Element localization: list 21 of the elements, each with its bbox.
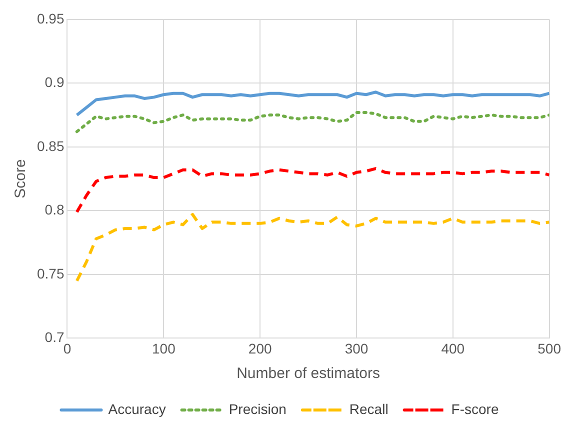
y-axis-title: Score — [12, 159, 30, 198]
legend-label: Recall — [349, 400, 388, 417]
legend-label: Precision — [228, 400, 286, 417]
line-series — [75, 110, 550, 134]
x-tick-label: 400 — [441, 340, 465, 356]
y-tick-label: 0.75 — [37, 265, 64, 282]
y-tick-label: 0.7 — [44, 329, 64, 346]
y-tick-label: 0.85 — [37, 138, 64, 154]
legend-label: F-score — [451, 400, 499, 417]
x-tick-label: 100 — [152, 340, 176, 356]
y-tick-label: 0.9 — [44, 74, 64, 90]
line-series — [75, 167, 550, 214]
legend-label: Accuracy — [108, 400, 166, 417]
y-tick-label: 0.95 — [37, 10, 64, 26]
y-tick-label: 0.8 — [44, 202, 64, 218]
x-axis-title: Number of estimators — [236, 365, 380, 382]
x-tick-label: 200 — [248, 340, 272, 356]
x-tick-label: 0 — [63, 340, 72, 356]
line-series — [75, 213, 550, 282]
x-tick-label: 500 — [538, 340, 562, 356]
x-tick-label: 300 — [344, 340, 368, 356]
